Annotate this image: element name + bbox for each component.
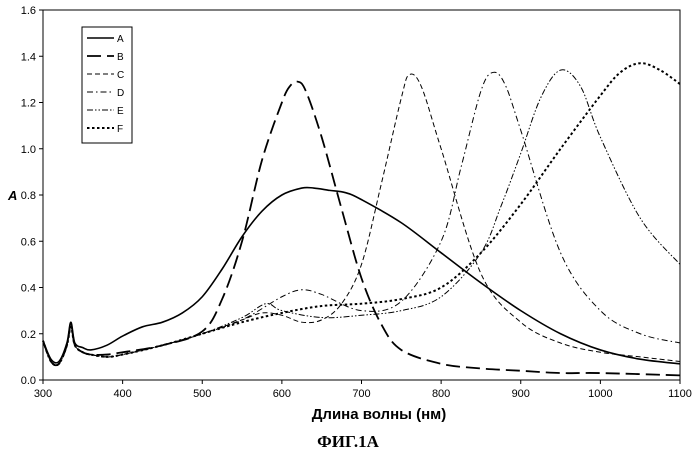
legend-label-e: E	[117, 106, 124, 117]
figure-caption: ФИГ.1А	[317, 432, 379, 451]
x-tick-label: 500	[193, 388, 211, 400]
y-tick-label: 1.4	[21, 51, 36, 63]
x-tick-label: 1000	[588, 388, 612, 400]
series-b-line	[43, 82, 680, 376]
y-tick-label: 1.2	[21, 98, 36, 110]
x-tick-label: 800	[432, 388, 450, 400]
legend-box	[82, 27, 132, 143]
series-d-line	[43, 72, 680, 365]
y-tick-label: 1.6	[21, 5, 36, 17]
legend: ABCDEF	[82, 27, 132, 143]
x-tick-label: 400	[113, 388, 131, 400]
x-tick-label: 700	[352, 388, 370, 400]
plot-frame	[43, 10, 680, 380]
x-tick-label: 600	[273, 388, 291, 400]
legend-label-b: B	[117, 52, 124, 63]
y-tick-label: 0.4	[21, 283, 36, 295]
legend-label-a: A	[117, 34, 124, 45]
y-axis-title: A	[7, 188, 17, 203]
y-tick-label: 0.6	[21, 236, 36, 248]
legend-label-f: F	[117, 124, 123, 135]
y-tick-label: 1.0	[21, 144, 36, 156]
x-tick-label: 900	[512, 388, 530, 400]
x-axis-title: Длина волны (нм)	[312, 406, 447, 423]
legend-label-d: D	[117, 88, 124, 99]
x-tick-label: 1100	[668, 388, 692, 400]
y-tick-label: 0.8	[21, 190, 36, 202]
y-tick-label: 0.0	[21, 375, 36, 387]
x-tick-label: 300	[34, 388, 52, 400]
y-tick-label: 0.2	[21, 329, 36, 341]
series-e-line	[43, 70, 680, 365]
series-f-line	[43, 63, 680, 365]
legend-label-c: C	[117, 70, 124, 81]
